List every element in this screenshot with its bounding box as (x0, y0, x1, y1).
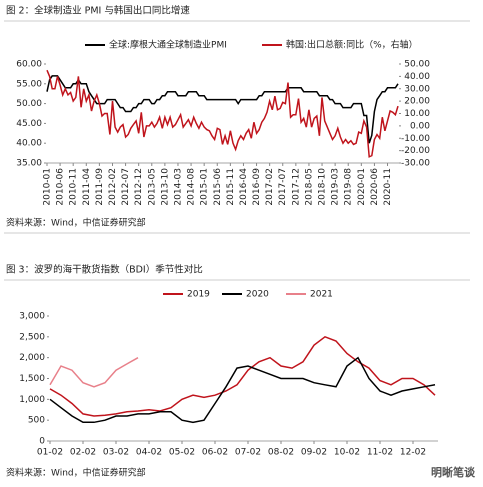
y2-tick-label: -20.00 (401, 146, 430, 156)
x-tick-label: 09-02 (301, 448, 327, 458)
legend-label: 全球:摩根大通全球制造业PMI (109, 39, 227, 51)
x-tick-label: 2011-09 (95, 168, 105, 206)
x-tick-label: 2014-03 (173, 168, 183, 206)
x-tick-label: 2018-05 (304, 168, 314, 206)
figure-title: 图 3：波罗的海干散货指数（BDI）季节性对比 (6, 264, 203, 276)
y2-tick-label: -10.00 (401, 134, 430, 144)
y-tick-label: 55.00 (16, 79, 42, 89)
x-tick-label: 2010-01 (43, 168, 53, 206)
x-tick-label: 11-02 (367, 448, 393, 458)
y-tick-label: 50.00 (16, 99, 42, 109)
x-tick-label: 2015-06 (213, 168, 223, 206)
x-tick-label: 2012-07 (121, 168, 131, 206)
x-tick-label: 2017-12 (291, 168, 301, 206)
x-tick-label: 2013-10 (160, 168, 170, 206)
x-tick-label: 2015-11 (226, 168, 236, 206)
y-tick-label: 500 (28, 416, 45, 426)
x-tick-label: 02-02 (70, 448, 96, 458)
x-tick-label: 2016-09 (252, 168, 262, 206)
x-tick-label: 2019-08 (344, 168, 354, 206)
y-tick-label: 40.00 (16, 139, 42, 149)
x-tick-label: 2011-04 (82, 168, 92, 206)
y-tick-label: 0 (39, 437, 45, 447)
x-tick-label: 2014-08 (187, 168, 197, 206)
source: 资料来源：Wind，中信证券研究部 (6, 467, 146, 479)
y2-tick-label: 50.00 (404, 60, 430, 70)
y-tick-label: 2,000 (19, 353, 45, 363)
x-tick-label: 2010-06 (56, 168, 66, 206)
x-tick-label: 2020-06 (370, 168, 380, 206)
y2-tick-label: 10.00 (404, 109, 430, 119)
x-tick-label: 2020-11 (383, 168, 393, 206)
legend-label: 韩国:出口总额:同比（%，右轴） (286, 39, 418, 51)
x-tick-label: 2010-11 (69, 168, 79, 206)
series-line (49, 356, 436, 424)
figure-title: 图 2：全球制造业 PMI 与韩国出口同比增速 (6, 5, 190, 17)
y-tick-label: 1,500 (19, 374, 45, 384)
y-tick-label: 2,500 (19, 332, 45, 342)
x-tick-label: 2016-04 (239, 168, 249, 206)
x-tick-label: 05-02 (169, 448, 195, 458)
x-tick-label: 2012-02 (108, 168, 118, 206)
x-tick-label: 2019-03 (331, 168, 341, 206)
y2-tick-label: -30.00 (401, 159, 430, 169)
y2-tick-label: 20.00 (404, 97, 430, 107)
x-tick-label: 10-02 (334, 448, 360, 458)
source: 资料来源：Wind，中信证券研究部 (6, 217, 146, 229)
x-tick-label: 06-02 (202, 448, 228, 458)
x-tick-label: 04-02 (136, 448, 162, 458)
y2-tick-label: 40.00 (404, 72, 430, 82)
x-tick-label: 2012-12 (134, 168, 144, 206)
y-tick-label: 1,000 (19, 395, 45, 405)
y-tick-label: 45.00 (16, 119, 42, 129)
y2-tick-label: 30.00 (404, 84, 430, 94)
x-tick-label: 01-02 (37, 448, 63, 458)
y-tick-label: 35.00 (16, 159, 42, 169)
y2-tick-label: 0.00 (410, 121, 430, 131)
watermark: 明晰笔谈 (431, 465, 476, 479)
x-tick-label: 12-02 (400, 448, 426, 458)
x-tick-label: 2013-05 (147, 168, 157, 206)
legend-label: 2020 (246, 290, 269, 300)
legend-label: 2019 (187, 290, 210, 300)
x-tick-label: 03-02 (103, 448, 129, 458)
y-tick-label: 3,000 (19, 312, 45, 322)
series-line (49, 357, 139, 388)
x-tick-label: 2020-01 (357, 168, 367, 206)
series-line (49, 335, 436, 417)
legend-label: 2021 (310, 290, 333, 300)
x-tick-label: 2017-07 (278, 168, 288, 206)
x-tick-label: 07-02 (235, 448, 261, 458)
x-tick-label: 08-02 (268, 448, 294, 458)
series-line (46, 75, 399, 144)
x-tick-label: 2015-01 (200, 168, 210, 206)
y-tick-label: 60.00 (16, 60, 42, 70)
x-tick-label: 2018-10 (318, 168, 328, 206)
x-tick-label: 2017-02 (265, 168, 275, 206)
series-line (46, 69, 399, 158)
